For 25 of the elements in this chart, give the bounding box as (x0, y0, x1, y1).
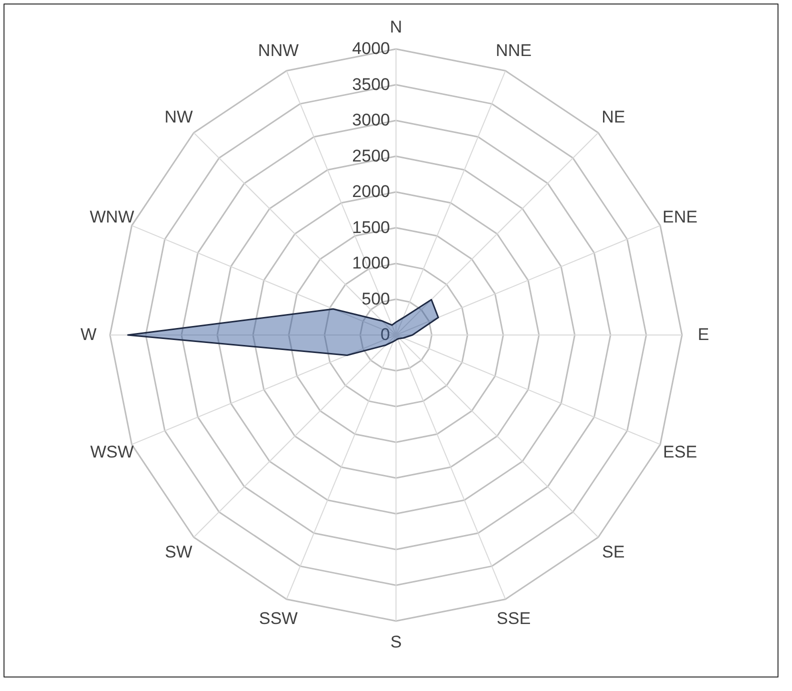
spoke-label: NNW (258, 40, 299, 60)
spoke-label: W (80, 325, 97, 344)
y-tick-label: 2500 (352, 146, 390, 166)
spoke-label: SW (164, 542, 192, 562)
y-tick-label: 500 (362, 289, 390, 308)
spoke-label: WNW (90, 207, 134, 226)
spoke-label: ENE (662, 207, 698, 226)
spoke-label: SE (602, 542, 625, 562)
spoke-label: S (390, 632, 402, 652)
spoke-label: ESE (663, 442, 698, 462)
spoke-label: WSW (90, 442, 134, 462)
y-tick-label: 4000 (352, 39, 390, 58)
y-tick-label: 3000 (352, 110, 390, 130)
y-tick-label: 1000 (352, 254, 390, 272)
spoke-label: NNE (496, 40, 532, 60)
spoke-label: SSE (496, 609, 531, 628)
spoke-label: NE (602, 108, 626, 127)
y-tick-label: 1500 (352, 218, 390, 237)
y-tick-label: 2000 (352, 182, 390, 201)
spoke-label: E (698, 325, 710, 344)
spoke-label: NW (164, 108, 193, 127)
y-tick-label: 0 (380, 325, 390, 344)
spoke-label: N (390, 18, 402, 37)
y-tick-label: 3500 (352, 74, 390, 94)
spoke-label: SSW (258, 609, 298, 628)
